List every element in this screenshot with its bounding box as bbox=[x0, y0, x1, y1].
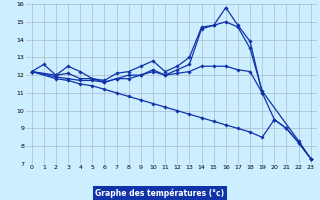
Text: Graphe des températures (°c): Graphe des températures (°c) bbox=[95, 188, 225, 198]
